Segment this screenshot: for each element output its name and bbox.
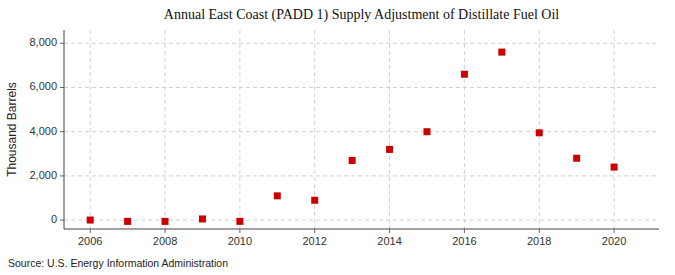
tick-x: [614, 229, 615, 233]
point: [386, 146, 393, 153]
tick-y: [60, 87, 64, 88]
point: [124, 218, 131, 225]
point: [573, 155, 580, 162]
title: Annual East Coast (PADD 1) Supply Adjust…: [164, 7, 559, 23]
tick-label-y: 8,000: [29, 36, 57, 48]
point: [461, 71, 468, 78]
grid-line-x: [165, 30, 166, 229]
tick-label-x: 2010: [228, 235, 252, 247]
axis-x: [64, 229, 659, 230]
point: [423, 128, 430, 135]
tick-x: [464, 229, 465, 233]
grid-line-x: [614, 30, 615, 229]
tick-label-x: 2006: [78, 235, 102, 247]
grid-line-x: [389, 30, 390, 229]
point: [87, 217, 94, 224]
tick-x: [389, 229, 390, 233]
points: [87, 49, 618, 225]
tick-y: [60, 220, 64, 221]
tick-x: [90, 229, 91, 233]
point: [199, 215, 206, 222]
grid-line-y: [64, 220, 659, 221]
background: [0, 0, 675, 275]
tick-label-x: 2018: [527, 235, 551, 247]
tick-label-x: 2014: [377, 235, 401, 247]
grid-line-y: [64, 175, 659, 176]
grid-line-x: [90, 30, 91, 229]
grid-line-x: [464, 30, 465, 229]
grid-line-y: [64, 43, 659, 44]
point: [536, 129, 543, 136]
tick-label-y: 0: [51, 213, 57, 225]
grid-line-y: [64, 131, 659, 132]
tick-label-y: 4,000: [29, 125, 57, 137]
tick-label-y: 6,000: [29, 80, 57, 92]
tick-x: [539, 229, 540, 233]
point: [611, 164, 618, 171]
tick-y: [60, 43, 64, 44]
point: [349, 157, 356, 164]
tick-y: [60, 131, 64, 132]
axis-label-y: Thousand Barrels: [5, 82, 19, 177]
tick-label-x: 2020: [602, 235, 626, 247]
tick-y: [60, 175, 64, 176]
tick-x: [314, 229, 315, 233]
tick-label-x: 2016: [452, 235, 476, 247]
point: [236, 218, 243, 225]
grid-line-x: [239, 30, 240, 229]
source: Source: U.S. Energy Information Administ…: [8, 257, 228, 269]
tick-label-x: 2008: [153, 235, 177, 247]
grid-line-y: [64, 87, 659, 88]
tick-x: [239, 229, 240, 233]
tick-x: [165, 229, 166, 233]
point: [274, 192, 281, 199]
point: [311, 197, 318, 204]
axis-y: [64, 30, 65, 229]
point: [498, 49, 505, 56]
tick-label-x: 2012: [302, 235, 326, 247]
point: [162, 218, 169, 225]
tick-label-y: 2,000: [29, 169, 57, 181]
